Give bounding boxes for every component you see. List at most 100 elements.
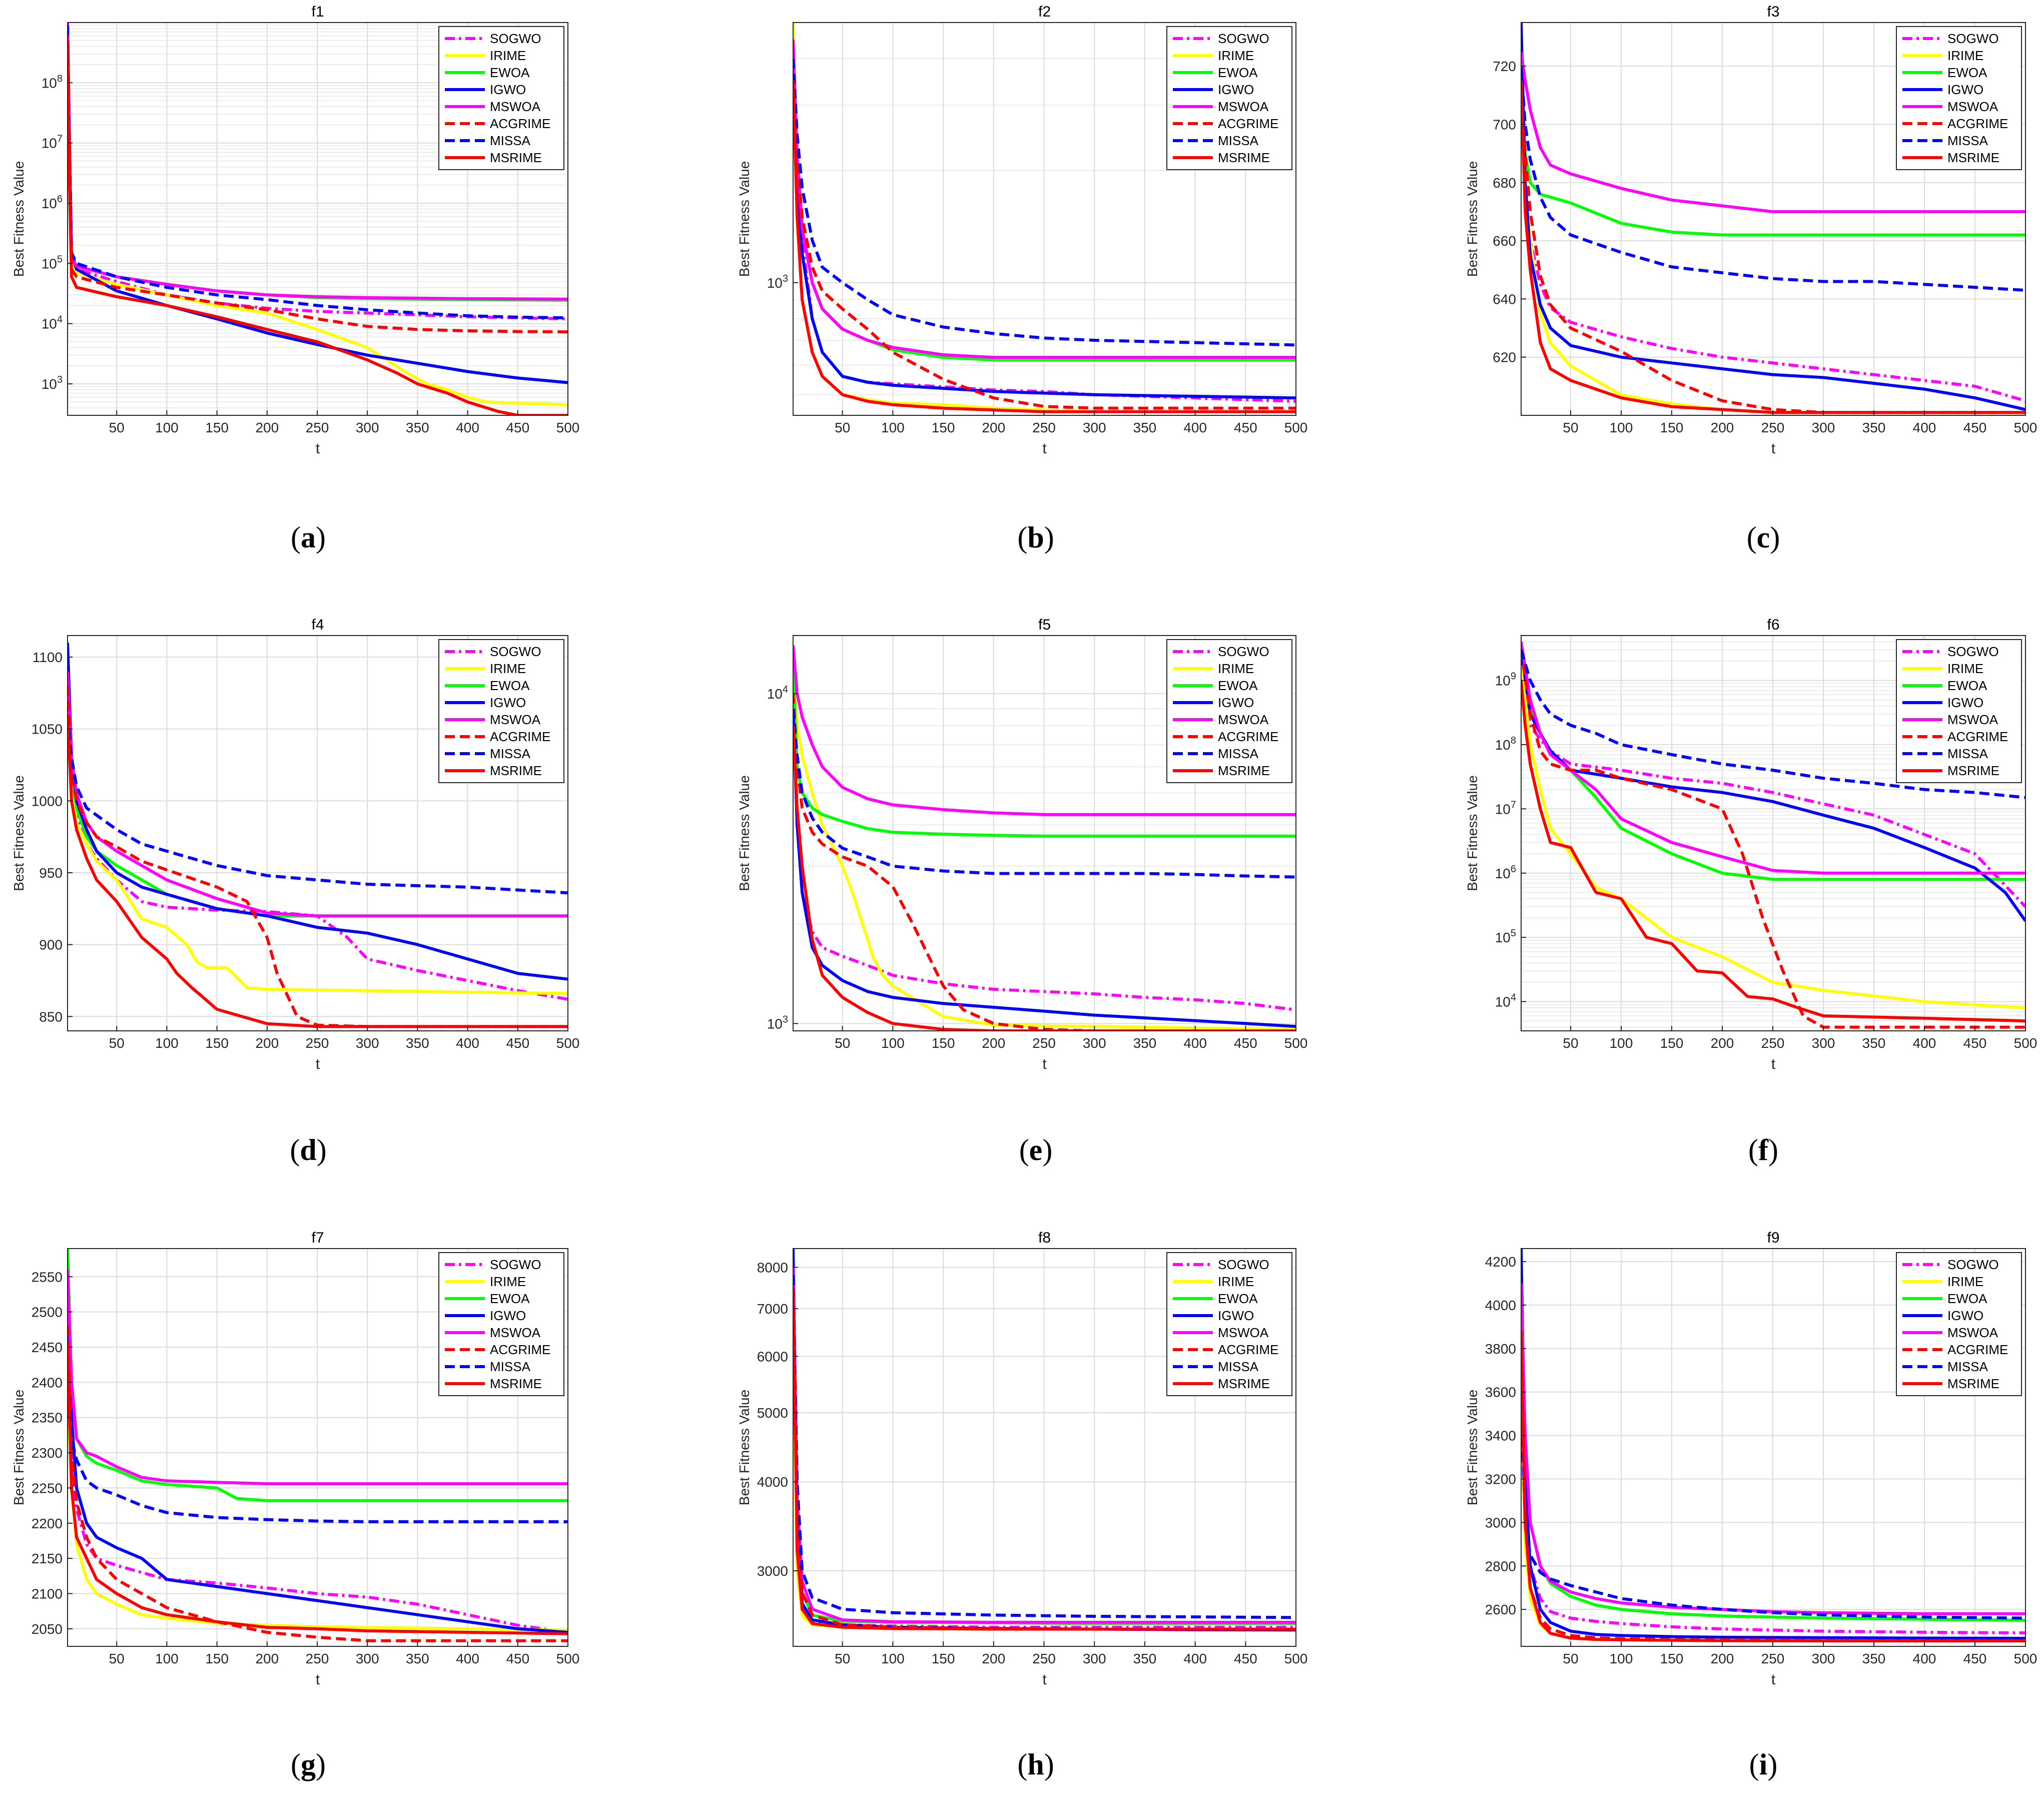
x-tick-label: 250 [306, 420, 329, 435]
x-tick-label: 100 [155, 1035, 179, 1051]
x-tick-label: 100 [1610, 1035, 1633, 1051]
x-tick-label: 450 [1234, 420, 1257, 435]
legend-label-mswoa: MSWOA [1947, 99, 1998, 114]
y-tick-label: 900 [39, 937, 63, 953]
series-line-igwo [1521, 1249, 2025, 1640]
x-tick-label: 500 [556, 1651, 580, 1666]
legend-label-mswoa: MSWOA [1218, 712, 1269, 727]
x-axis-label: t [1042, 440, 1047, 457]
series-line-igwo [793, 709, 1296, 1028]
x-tick-label: 100 [881, 1651, 905, 1666]
legend-label-ewoa: EWOA [1218, 1291, 1258, 1306]
series-group [793, 23, 1296, 413]
axes-box [793, 635, 1296, 1031]
chart-title: f9 [1767, 1230, 1779, 1246]
legend-box [438, 639, 564, 783]
y-axis-label: Best Fitness Value [1465, 775, 1480, 891]
x-tick-label: 400 [1913, 1651, 1936, 1666]
legend-label-irime: IRIME [1947, 661, 1983, 676]
chart-f1: 50 100 150 200 250 300 350 400 450 500 103 104 105 10… [11, 4, 579, 457]
x-tick-label: 500 [1284, 1651, 1308, 1666]
grid [793, 23, 1296, 415]
y-tick-label: 7000 [757, 1301, 788, 1317]
legend-label-ewoa: EWOA [1947, 1291, 1987, 1306]
x-tick-label: 50 [835, 1035, 850, 1051]
legend-label-ewoa: EWOA [490, 1291, 530, 1306]
legend-label-igwo: IGWO [1947, 1308, 1983, 1323]
x-tick-label: 350 [1133, 420, 1157, 435]
series-line-sogwo [68, 1347, 568, 1634]
legend-box [1166, 639, 1292, 783]
legend-label-ewoa: EWOA [490, 678, 530, 693]
x-tick-label: 150 [205, 1035, 229, 1051]
series-line-sogwo [1521, 650, 2025, 908]
x-tick-label: 50 [109, 1035, 125, 1051]
caption-e: (e) [1019, 1133, 1053, 1166]
y-tick-label: 2050 [32, 1621, 63, 1637]
x-tick-label: 400 [1913, 1035, 1936, 1051]
x-axis-label: t [1771, 440, 1776, 457]
legend-label-irime: IRIME [1218, 48, 1254, 63]
series-line-igwo [68, 643, 568, 981]
chart-title: f7 [311, 1230, 324, 1246]
y-tick-label: 108 [1495, 735, 1516, 753]
x-tick-label: 150 [205, 1651, 229, 1666]
legend: SOGWO IRIME EWOA IGWO MSWOA ACGRIME MISSA MSRIM… [1166, 26, 1292, 170]
x-axis-label: t [1042, 1671, 1047, 1688]
legend-label-ewoa: EWOA [490, 65, 530, 80]
y-axis-label: Best Fitness Value [737, 775, 752, 891]
caption-i: (i) [1749, 1748, 1778, 1781]
series-line-mswoa [793, 645, 1296, 816]
tick-group: 50 100 150 200 250 300 350 400 450 500 620 640 660 68… [1493, 59, 2037, 435]
y-tick-label: 4000 [757, 1474, 788, 1490]
y-tick-label: 720 [1493, 59, 1516, 74]
chart-f5: 50 100 150 200 250 300 350 400 450 500 103 104 f5 t Be… [737, 617, 1307, 1072]
series-line-acgrime [793, 1309, 1296, 1631]
y-tick-label: 3800 [1485, 1341, 1516, 1357]
tick-group: 50 100 150 200 250 300 350 400 450 500 2050 2100 215… [32, 1269, 580, 1666]
y-tick-label: 103 [42, 374, 63, 392]
chart-title: f5 [1038, 617, 1051, 633]
series-line-acgrime [1521, 66, 2025, 414]
legend-label-acgrime: ACGRIME [490, 116, 550, 131]
series-line-mswoa [1521, 641, 2025, 875]
chart-f2: 50 100 150 200 250 300 350 400 450 500 103 f2 t Best … [737, 4, 1307, 457]
legend-label-igwo: IGWO [490, 82, 526, 97]
y-tick-label: 1100 [33, 650, 63, 665]
legend-label-missa: MISSA [490, 1359, 531, 1374]
x-tick-label: 450 [506, 1035, 529, 1051]
y-tick-label: 2250 [32, 1480, 63, 1496]
y-tick-label: 620 [1493, 350, 1516, 365]
legend-label-missa: MISSA [1947, 133, 1988, 148]
series-line-igwo [1521, 23, 2025, 411]
x-tick-label: 150 [1660, 1651, 1684, 1666]
series-line-missa [793, 1275, 1296, 1619]
legend-label-msrime: MSRIME [1218, 1376, 1270, 1391]
y-tick-label: 8000 [757, 1260, 788, 1275]
x-tick-label: 200 [1711, 1035, 1734, 1051]
x-tick-label: 350 [406, 1651, 429, 1666]
x-tick-label: 200 [255, 1035, 279, 1051]
x-tick-label: 300 [1083, 1651, 1106, 1666]
series-line-irime [68, 28, 568, 406]
legend-label-acgrime: ACGRIME [1947, 116, 2008, 131]
x-tick-label: 150 [1660, 1035, 1684, 1051]
series-line-missa [1521, 649, 2025, 799]
series-line-missa [793, 708, 1296, 879]
chart-f4: 50 100 150 200 250 300 350 400 450 500 850 900 950 10… [11, 617, 579, 1072]
series-group [68, 643, 568, 1028]
series-line-acgrime [793, 58, 1296, 410]
y-tick-label: 3000 [757, 1563, 788, 1579]
x-tick-label: 50 [1563, 1651, 1578, 1666]
x-axis-label: t [1771, 1671, 1776, 1688]
legend-label-irime: IRIME [1947, 48, 1983, 63]
y-axis-label: Best Fitness Value [1465, 1390, 1480, 1505]
legend-label-igwo: IGWO [490, 1308, 526, 1323]
legend-label-msrime: MSRIME [1218, 150, 1270, 165]
series-line-missa [1521, 1392, 2025, 1620]
x-tick-label: 50 [835, 1651, 850, 1666]
legend-label-acgrime: ACGRIME [1947, 729, 2008, 744]
axes-box [1521, 1248, 2026, 1647]
x-tick-label: 150 [205, 420, 229, 435]
legend-label-sogwo: SOGWO [1947, 1257, 1999, 1272]
